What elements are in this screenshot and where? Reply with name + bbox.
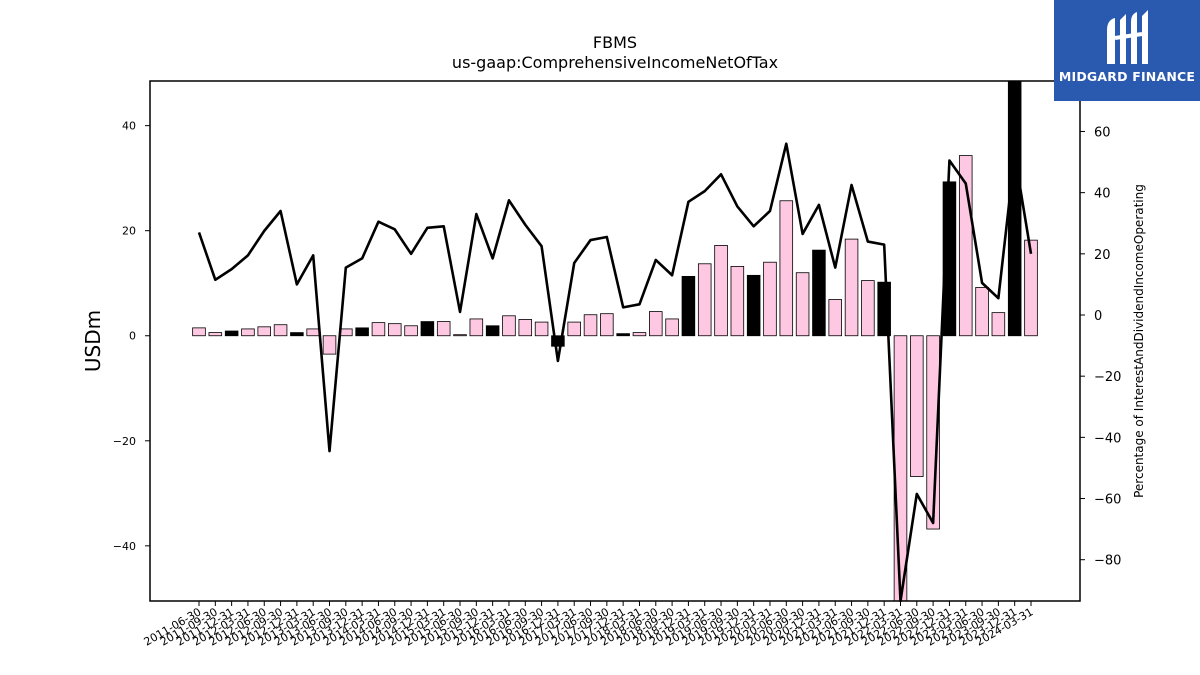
bar	[779, 200, 794, 337]
bar	[991, 312, 1006, 337]
x-axis: 2011-06-302011-09-302011-12-312012-03-31…	[142, 601, 1036, 649]
bar	[322, 335, 337, 355]
line-group	[197, 142, 1033, 603]
bar	[208, 332, 223, 337]
series-line	[197, 142, 1033, 603]
bar	[616, 333, 630, 337]
right-tick-label: 20	[1094, 248, 1111, 263]
bar	[273, 324, 288, 337]
right-tick-label: −80	[1094, 554, 1121, 569]
y-axis-label: USDm	[81, 310, 105, 372]
chart-subtitle: us-gaap:ComprehensiveIncomeNetOfTax	[452, 53, 778, 72]
left-tick-label: −20	[113, 435, 136, 448]
right-tick-label: 0	[1094, 309, 1102, 324]
bar	[551, 335, 565, 347]
right-tick-label: 40	[1094, 187, 1111, 202]
bar	[583, 314, 598, 337]
logo-mark-icon	[1107, 10, 1148, 64]
bar	[746, 274, 761, 337]
bar	[485, 325, 500, 337]
left-tick-label: 0	[129, 330, 136, 343]
bar	[453, 334, 467, 337]
bar	[795, 272, 810, 337]
right-tick-label: −20	[1094, 370, 1121, 385]
bar	[518, 319, 533, 337]
right-tick-label: −60	[1094, 493, 1121, 508]
bar	[355, 327, 369, 337]
bar	[371, 322, 386, 337]
bar	[600, 313, 614, 337]
bar	[681, 275, 696, 337]
left-axis: −40 −20 0 20 40	[113, 120, 150, 553]
bar	[828, 299, 842, 337]
chart-title: FBMS	[593, 33, 637, 52]
right-tick-label: 60	[1094, 125, 1111, 140]
bar	[469, 318, 484, 337]
logo: MIDGARD FINANCE	[1054, 0, 1200, 101]
bar	[763, 261, 777, 337]
bar	[436, 321, 451, 337]
bar	[224, 330, 239, 337]
bar	[975, 287, 989, 337]
bar	[567, 321, 581, 337]
bar	[665, 318, 679, 337]
bar	[844, 238, 859, 337]
bar	[893, 335, 908, 602]
bar	[257, 326, 272, 337]
bar	[192, 327, 206, 337]
bar	[404, 325, 418, 337]
bar	[241, 328, 255, 337]
left-tick-label: 40	[122, 120, 136, 133]
bar	[534, 321, 549, 337]
bar	[632, 332, 647, 337]
bar	[1007, 80, 1022, 337]
plot-frame	[149, 80, 1081, 602]
bar	[306, 328, 320, 337]
right-axis: −80 −60 −40 −20 0 20 40 60	[1080, 125, 1121, 569]
bar	[910, 335, 924, 477]
bar	[290, 332, 304, 337]
bar	[714, 244, 728, 337]
left-tick-label: 20	[122, 225, 136, 238]
bar	[730, 266, 745, 337]
bar	[387, 323, 402, 337]
logo-text: MIDGARD FINANCE	[1058, 69, 1196, 84]
bar	[861, 280, 875, 337]
right-tick-label: −40	[1094, 431, 1121, 446]
bar	[502, 315, 516, 337]
y2-axis-label: Percentage of InterestAndDividendIncomeO…	[1132, 184, 1146, 498]
bar	[649, 311, 663, 337]
left-tick-label: −40	[113, 540, 136, 553]
bar	[697, 263, 712, 337]
bar	[812, 249, 826, 337]
bar	[420, 321, 435, 337]
bar	[1024, 239, 1038, 337]
